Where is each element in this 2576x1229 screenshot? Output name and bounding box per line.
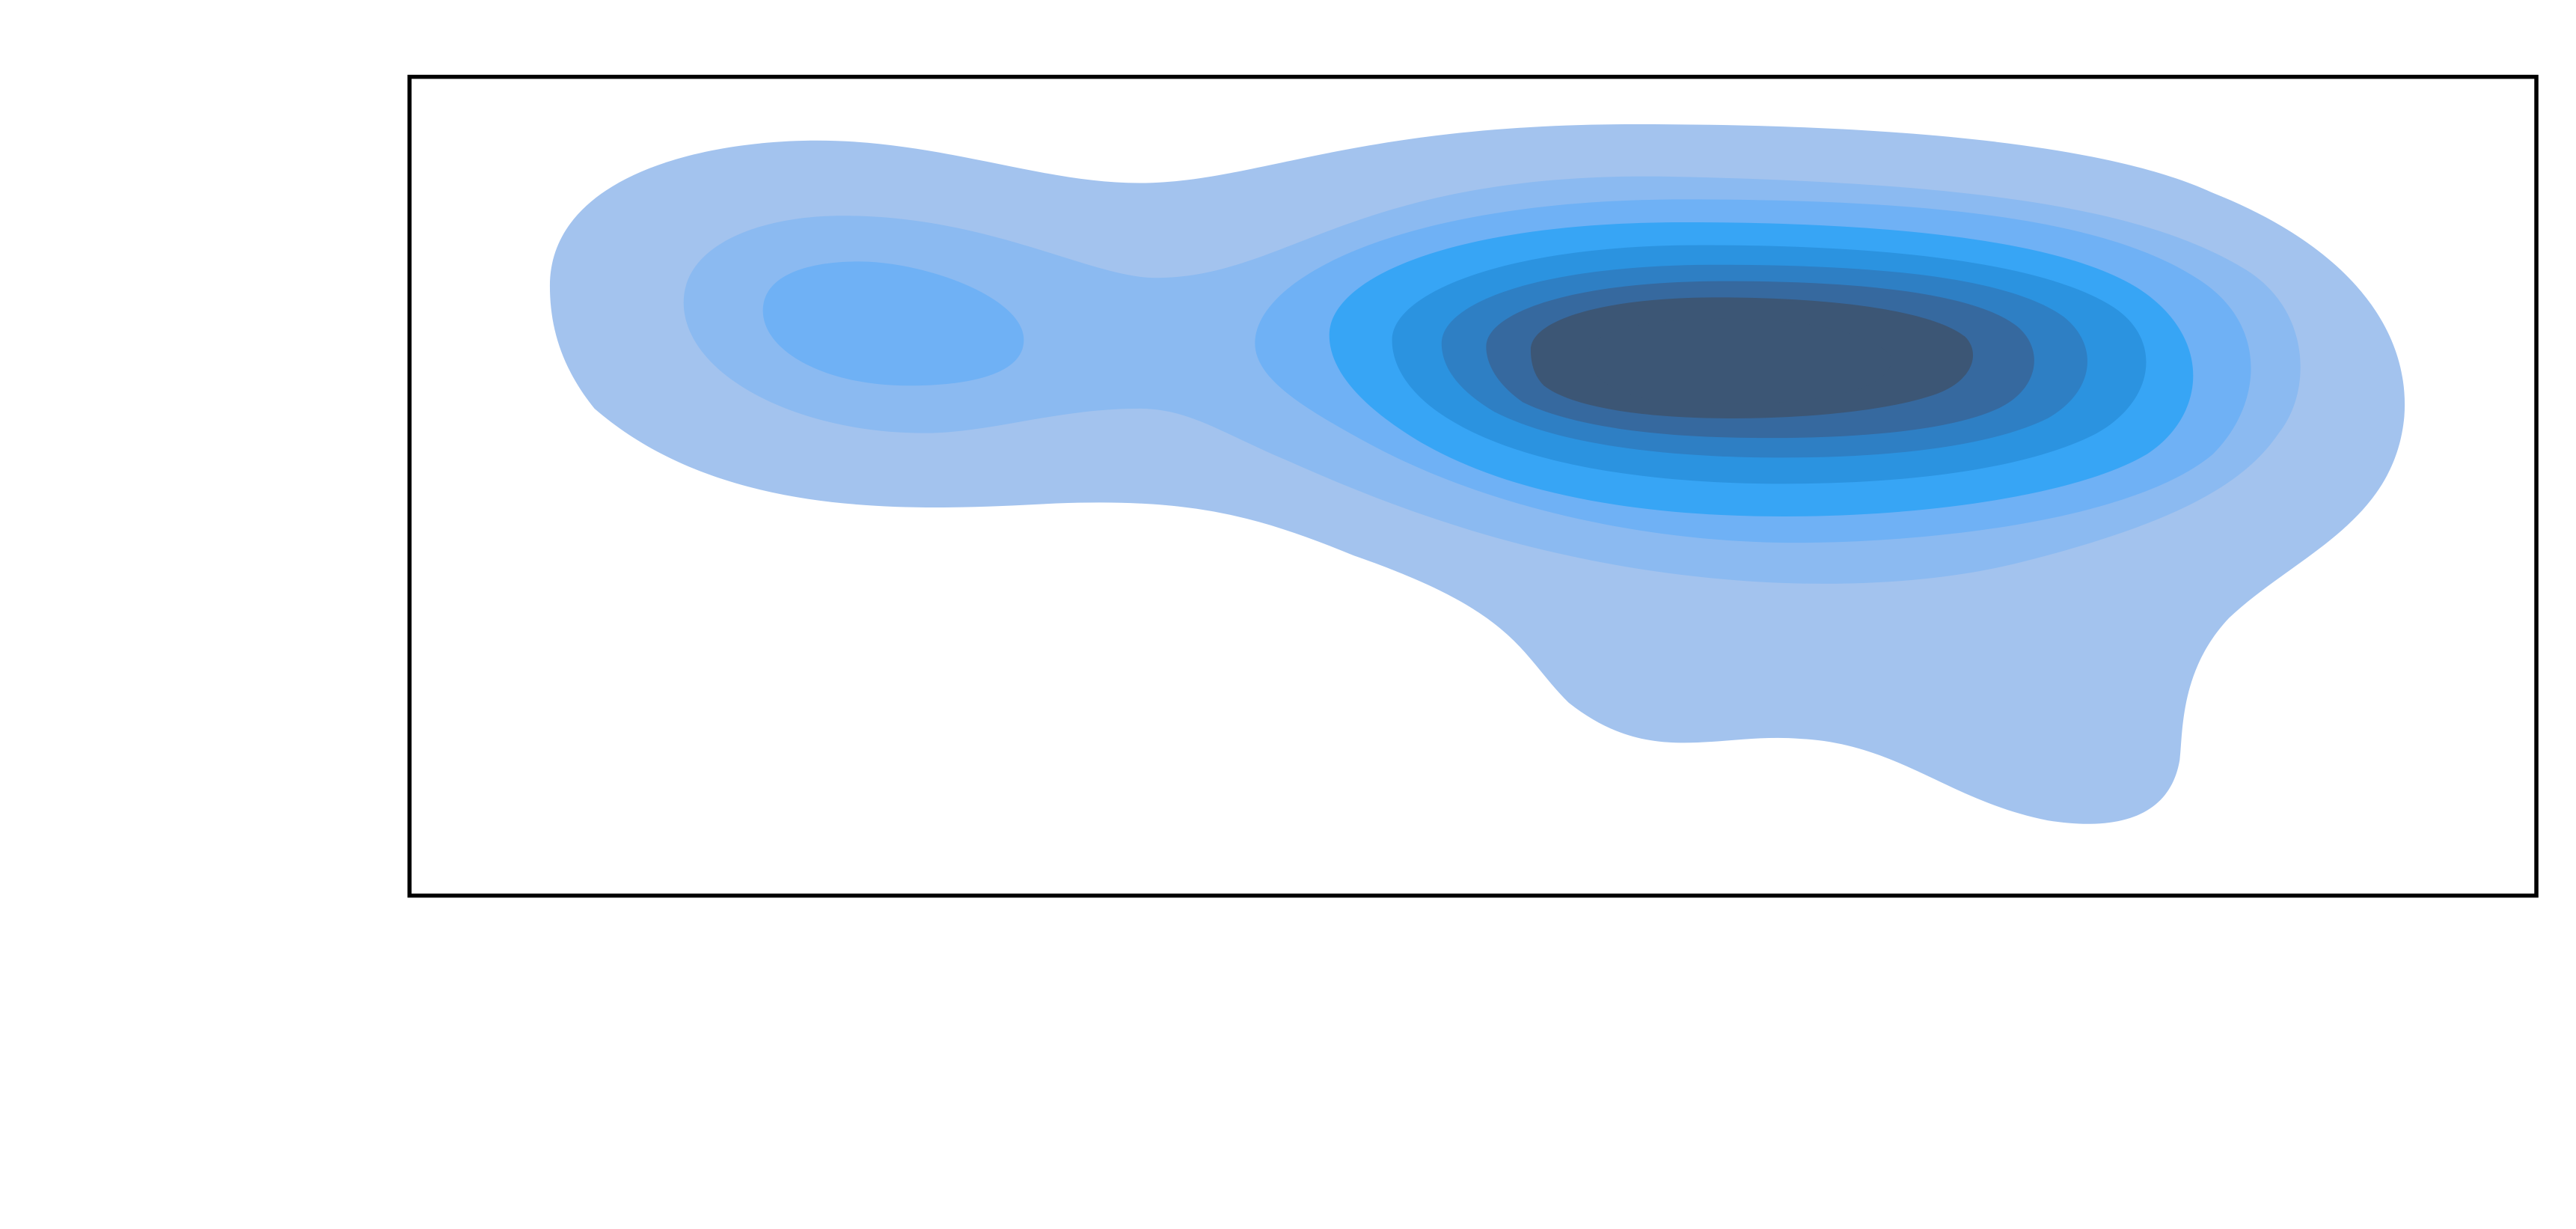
density-contours (550, 124, 2405, 824)
